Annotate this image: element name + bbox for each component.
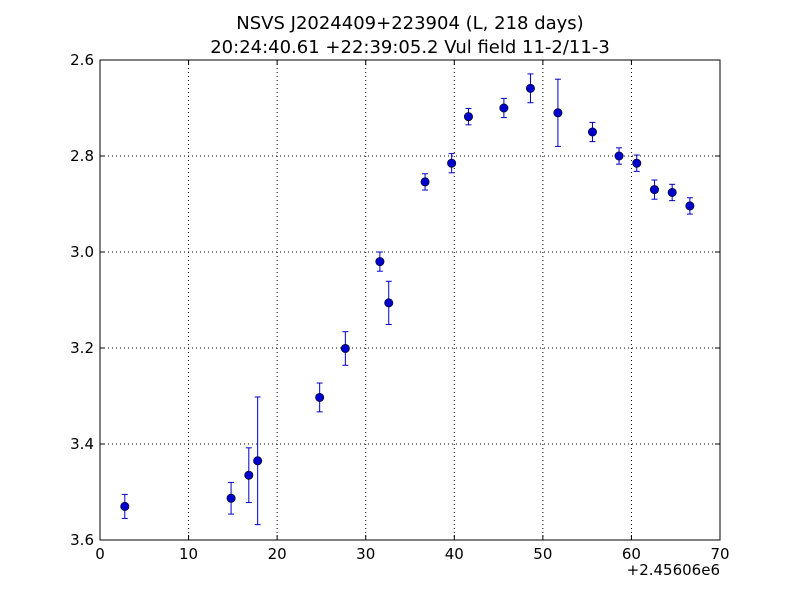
data-point (340, 343, 350, 353)
data-point (587, 127, 597, 137)
data-point (253, 456, 263, 466)
x-tick-label: 0 (95, 545, 105, 563)
y-tick-label: 3.0 (70, 243, 94, 261)
grid (100, 60, 720, 540)
data-point (632, 158, 642, 168)
data-point (244, 470, 254, 480)
data-point (420, 177, 430, 187)
y-tick-label: 3.6 (70, 531, 94, 549)
data-point (447, 158, 457, 168)
x-tick-label: 70 (710, 545, 729, 563)
x-tick-label: 10 (179, 545, 198, 563)
data-point (120, 501, 130, 511)
data-series (120, 73, 695, 526)
y-tick-label: 2.6 (70, 51, 94, 69)
data-point (649, 185, 659, 195)
y-tick-label: 2.8 (70, 147, 94, 165)
data-point (499, 103, 509, 113)
chart-title-line1: NSVS J2024409+223904 (L, 218 days) (236, 13, 583, 34)
y-tick-label: 3.4 (70, 435, 94, 453)
x-tick-label: 30 (356, 545, 375, 563)
data-point (685, 201, 695, 211)
data-point (384, 298, 394, 308)
plot-frame (99, 59, 721, 541)
data-point (553, 108, 563, 118)
chart-title-line2: 20:24:40.61 +22:39:05.2 Vul field 11-2/1… (210, 37, 610, 58)
data-point (667, 187, 677, 197)
x-tick-label: 40 (445, 545, 464, 563)
x-tick-label: 60 (622, 545, 641, 563)
y-tick-label: 3.2 (70, 339, 94, 357)
axis-ticks: 0 10 20 30 40 50 60 70 2.6 2.8 3.0 3.2 3.4 3.6 (70, 51, 729, 563)
data-point (463, 112, 473, 122)
data-point (315, 392, 325, 402)
data-point (375, 257, 385, 267)
data-point (614, 151, 624, 161)
x-offset-label: +2.45606e6 (627, 561, 720, 579)
x-tick-label: 50 (533, 545, 552, 563)
x-tick-label: 20 (268, 545, 287, 563)
data-point (226, 493, 236, 503)
data-point (525, 83, 535, 93)
